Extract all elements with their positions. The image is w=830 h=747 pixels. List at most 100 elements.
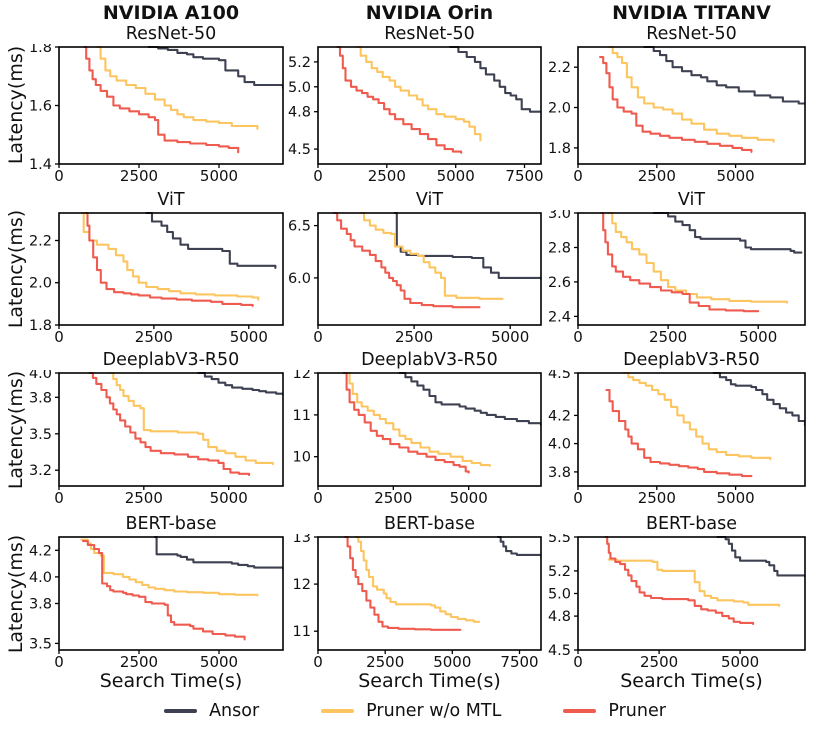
x-tick-label: 5000	[717, 489, 755, 506]
plot-area: 1.8 2.0 2.2 0 2500 5000	[538, 44, 809, 185]
chart-svg: 3.8 4.0 4.2 4.5 0 2500 5000	[548, 366, 806, 507]
y-tick-label: 2.2	[548, 60, 571, 76]
chart-orin-resnet50: ResNet-50 4.5 4.8 5.0 5.2 0 2500 5000 7500	[278, 24, 545, 185]
y-tick-label: 3.0	[548, 210, 571, 222]
legend: Ansor Pruner w/o MTL Pruner	[0, 701, 830, 721]
series-line-pruner-w-o-mtl	[608, 46, 775, 143]
device-header-a100: NVIDIA A100	[102, 2, 240, 24]
chart-svg: 1.8 2.0 2.2 0 2500 5000	[29, 212, 284, 346]
legend-item-pruner-wo-mtl: Pruner w/o MTL	[321, 701, 501, 721]
y-tick-label: 5.2	[288, 55, 311, 71]
y-tick-label: 4.0	[29, 570, 52, 586]
chart-title: DeeplabV3-R50	[102, 350, 240, 370]
axes-frame	[577, 536, 806, 651]
y-tick-label: 3.8	[29, 390, 52, 406]
x-tick-label: 2500	[638, 167, 676, 184]
chart-title: ViT	[677, 190, 706, 210]
y-tick-label: 6.0	[288, 271, 311, 287]
series-line-pruner-w-o-mtl	[359, 212, 504, 300]
x-tick-label: 2500	[135, 328, 173, 345]
x-tick-label: 0	[313, 489, 323, 506]
x-tick-label: 0	[313, 167, 323, 184]
x-tick-label: 0	[573, 328, 583, 345]
chart-a100-bert: BERT-base 3.5 3.8 4.0 4.2 0 2500 5000	[19, 514, 287, 671]
chart-orin-vit: ViT 6.0 6.5 0 2500 5000	[278, 190, 545, 346]
series-line-pruner	[84, 212, 254, 308]
legend-item-ansor: Ansor	[164, 701, 259, 721]
x-axis-label-col3: Search Time(s)	[620, 670, 763, 692]
x-tick-label: 0	[573, 653, 583, 670]
series-line-pruner	[604, 536, 755, 626]
y-tick-label: 2.2	[29, 234, 52, 250]
x-tick-label: 5000	[230, 328, 268, 345]
chart-svg: 3.5 3.8 4.0 4.2 0 2500 5000	[29, 536, 284, 671]
x-tick-label: 0	[573, 167, 583, 184]
series-line-ansor	[145, 212, 277, 269]
axes-frame	[317, 372, 542, 487]
series-line-pruner	[88, 372, 251, 477]
chart-svg: 1.8 2.0 2.2 0 2500 5000	[548, 46, 806, 185]
y-tick-label: 2.8	[548, 241, 571, 257]
x-tick-label: 2500	[366, 653, 404, 670]
chart-svg: 11 12 13 0 2500 5000 7500	[293, 530, 542, 671]
axes-frame	[58, 46, 284, 165]
chart-title: BERT-base	[383, 514, 476, 534]
chart-a100-resnet50: ResNet-50 1.4 1.6 1.8 0 2500 5000	[19, 24, 287, 185]
x-tick-label: 7500	[505, 167, 543, 184]
y-tick-label: 3.5	[29, 427, 52, 443]
y-tick-label: 5.0	[288, 80, 311, 96]
x-tick-label: 0	[54, 489, 64, 506]
x-tick-label: 5000	[210, 489, 248, 506]
series-line-ansor	[496, 536, 541, 557]
y-tick-label: 2.4	[548, 309, 571, 325]
y-tick-label: 1.8	[29, 44, 52, 56]
x-tick-label: 5000	[437, 167, 475, 184]
axes-frame	[317, 212, 542, 326]
series-line-pruner-w-o-mtl	[96, 46, 259, 130]
plot-area: 4.5 4.8 5.0 5.2 0 2500 5000 7500	[278, 44, 545, 185]
plot-area: 3.5 3.8 4.0 4.2 0 2500 5000	[19, 534, 287, 671]
series-line-pruner	[342, 372, 470, 474]
legend-label-pruner-wo-mtl: Pruner w/o MTL	[366, 701, 502, 721]
y-tick-label: 10	[293, 450, 311, 466]
x-tick-label: 0	[313, 328, 323, 345]
y-tick-label: 5.5	[548, 534, 571, 546]
x-tick-label: 2500	[638, 489, 676, 506]
x-tick-label: 5000	[200, 653, 238, 670]
series-line-pruner	[81, 539, 246, 641]
series-line-pruner	[600, 212, 760, 313]
series-line-pruner-w-o-mtl	[607, 212, 789, 304]
x-tick-label: 2500	[120, 167, 158, 184]
y-tick-label: 2.0	[29, 276, 52, 292]
y-tick-label: 6.5	[288, 219, 311, 235]
y-tick-label: 13	[293, 534, 311, 546]
x-tick-label: 2500	[649, 328, 687, 345]
series-line-pruner	[343, 536, 462, 631]
y-tick-label: 5.0	[548, 587, 571, 603]
legend-label-ansor: Ansor	[209, 701, 260, 721]
y-tick-label: 12	[293, 577, 311, 593]
plot-area: 6.0 6.5 0 2500 5000	[278, 210, 545, 346]
chart-titanv-bert: BERT-base 4.5 4.8 5.0 5.2 5.5 0 2500 5000	[538, 514, 809, 671]
chart-a100-vit: ViT 1.8 2.0 2.2 0 2500 5000	[19, 190, 287, 346]
x-tick-label: 0	[54, 653, 64, 670]
x-axis-label-col1: Search Time(s)	[99, 670, 243, 692]
chart-svg: 2.4 2.6 2.8 3.0 0 2500 5000	[548, 206, 806, 346]
series-line-ansor	[652, 212, 803, 254]
x-tick-label: 5000	[717, 167, 755, 184]
x-tick-label: 5000	[721, 653, 759, 670]
x-tick-label: 2500	[368, 167, 406, 184]
series-line-pruner-w-o-mtl	[355, 46, 482, 142]
series-line-pruner	[599, 56, 753, 153]
plot-area: 11 12 13 0 2500 5000 7500	[278, 530, 545, 671]
chart-svg: 6.0 6.5 0 2500 5000	[288, 212, 542, 346]
x-tick-label: 5000	[739, 328, 777, 345]
series-line-ansor	[712, 372, 805, 427]
series-line-ansor	[643, 46, 805, 105]
y-tick-label: 1.6	[29, 99, 52, 115]
axes-frame	[317, 46, 542, 165]
chart-title: ResNet-50	[384, 24, 475, 44]
x-tick-label: 2500	[120, 653, 158, 670]
x-tick-label: 5000	[491, 328, 529, 345]
